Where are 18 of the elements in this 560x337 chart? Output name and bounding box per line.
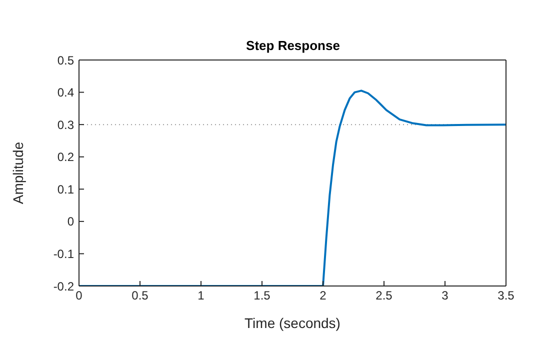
y-tick-label: 0.3 — [57, 118, 74, 132]
x-tick-label: 3.5 — [498, 288, 515, 303]
x-tick-label: 2.5 — [376, 288, 393, 303]
chart-title: Step Response — [245, 38, 341, 53]
x-tick-label: 0.5 — [132, 288, 149, 303]
y-tick-label: 0.4 — [57, 86, 74, 100]
y-tick-label: -0.1 — [53, 246, 74, 261]
y-axis-title: Amplitude — [10, 142, 26, 204]
y-tick-label: -0.2 — [53, 279, 74, 294]
x-tick-label: 2 — [320, 288, 327, 303]
y-tick-label: 0.1 — [57, 182, 74, 196]
x-axis-title: Time (seconds) — [244, 315, 340, 331]
y-tick-label: 0.2 — [57, 150, 74, 164]
x-tick-label: 1.5 — [254, 288, 271, 303]
x-tick-label: 3 — [442, 288, 449, 303]
y-tick-label: 0.5 — [57, 53, 74, 68]
x-tick-label: 1 — [198, 288, 205, 303]
y-tick-label: 0 — [67, 214, 74, 229]
